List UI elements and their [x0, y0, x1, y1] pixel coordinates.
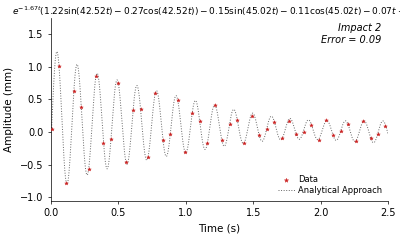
Title: $e^{-1.67t}(1.22\mathrm{sin}(42.52t)-0.27\mathrm{cos}(42.52t))-0.15\mathrm{sin}(: $e^{-1.67t}(1.22\mathrm{sin}(42.52t)-0.2…: [12, 4, 400, 18]
Data: [197, 119, 203, 123]
Data: [174, 98, 181, 101]
Data: [152, 91, 158, 95]
Data: [78, 105, 84, 109]
Data: [345, 122, 352, 126]
Data: [330, 133, 337, 137]
Data: [108, 138, 114, 141]
Data: [375, 133, 381, 136]
Data: [212, 104, 218, 107]
Analytical Approach: [376, 129, 381, 132]
Data: [352, 139, 359, 143]
Data: [100, 141, 107, 145]
Analytical Approach: [67, 170, 72, 173]
Analytical Approach: [49, 129, 54, 132]
X-axis label: Time (s): Time (s): [198, 224, 240, 234]
Data: [308, 123, 314, 127]
Text: Impact 2
Error = 0.09: Impact 2 Error = 0.09: [321, 23, 381, 45]
Data: [367, 137, 374, 140]
Analytical Approach: [54, 50, 59, 53]
Analytical Approach: [204, 145, 209, 148]
Data: [189, 111, 196, 114]
Analytical Approach: [376, 129, 381, 132]
Analytical Approach: [386, 133, 390, 136]
Data: [234, 118, 240, 122]
Data: [130, 108, 136, 112]
Analytical Approach: [314, 138, 319, 141]
Data: [264, 127, 270, 131]
Data: [160, 138, 166, 142]
Data: [86, 167, 92, 171]
Line: Analytical Approach: Analytical Approach: [52, 52, 388, 184]
Data: [271, 120, 277, 124]
Data: [122, 160, 129, 164]
Data: [167, 132, 174, 136]
Data: [323, 118, 329, 121]
Data: [316, 138, 322, 142]
Data: [137, 107, 144, 110]
Data: [360, 119, 366, 123]
Data: [182, 150, 188, 154]
Data: [56, 64, 62, 68]
Data: [241, 141, 248, 144]
Data: [48, 127, 55, 131]
Data: [249, 114, 255, 118]
Data: [338, 129, 344, 133]
Y-axis label: Amplitude (mm): Amplitude (mm): [4, 67, 14, 152]
Data: [204, 141, 210, 145]
Data: [382, 124, 388, 128]
Data: [63, 181, 70, 185]
Data: [226, 122, 233, 126]
Data: [300, 130, 307, 134]
Data: [256, 133, 262, 137]
Analytical Approach: [65, 183, 70, 186]
Data: [278, 137, 285, 140]
Data: [145, 156, 151, 159]
Data: [219, 138, 225, 142]
Data: [115, 81, 122, 84]
Data: [70, 89, 77, 93]
Data: [93, 74, 99, 78]
Legend: Data, Analytical Approach: Data, Analytical Approach: [276, 174, 384, 197]
Data: [293, 132, 300, 136]
Analytical Approach: [213, 104, 218, 107]
Data: [286, 119, 292, 123]
